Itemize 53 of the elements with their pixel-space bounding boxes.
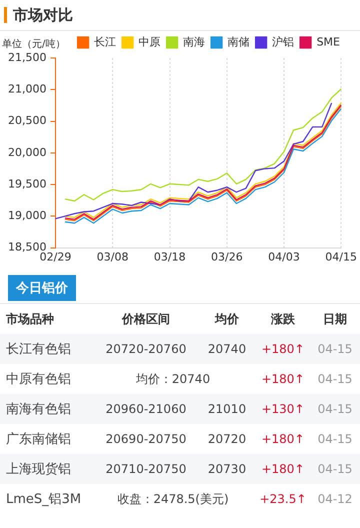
text: +23.5↑	[260, 492, 306, 506]
x-tick-label: 03/26	[211, 250, 243, 264]
category-label: 涨跌	[270, 310, 296, 328]
text: 20730	[208, 462, 246, 476]
text: 20690-20750	[106, 432, 186, 446]
text: +180↑	[261, 342, 304, 356]
text: 20960-21060	[106, 402, 186, 416]
x-tick-label: 04/15	[325, 250, 357, 264]
category-label: LmeS_铝3M	[6, 492, 82, 507]
text: 20740	[208, 342, 246, 356]
legend-label: 南储	[228, 35, 250, 48]
y-tick-label: 20,500	[8, 114, 46, 128]
text: 均价：20740	[136, 372, 210, 386]
legend-label: 沪铝	[272, 35, 294, 48]
y-tick-label: 21,500	[8, 50, 46, 64]
category-label: 日期	[322, 310, 348, 328]
category-label: 价格区间	[120, 310, 171, 328]
text: 21010	[208, 402, 246, 416]
chart-title: 市场对比	[13, 6, 73, 24]
category-label: 上海现货铝	[6, 462, 71, 477]
text: 04-15	[318, 432, 352, 446]
x-tick-label: 03/18	[154, 250, 186, 264]
x-tick-label: 04/03	[268, 250, 300, 264]
category-label: 长江有色铝	[6, 342, 71, 357]
category-label: 广东南储铝	[6, 432, 71, 447]
y-tick-label: 21,000	[8, 82, 46, 96]
text: 收盘：2478.5(美元)	[117, 492, 229, 506]
category-label: 南海有色铝	[6, 402, 71, 417]
legend-label: 南海	[183, 35, 206, 48]
legend-label: 中原	[138, 35, 161, 48]
y-tick-label: 20,000	[8, 146, 46, 159]
text: 04-15	[318, 342, 352, 356]
text: 20720	[208, 432, 246, 446]
y-axis-title: 单位（元/吨）	[2, 38, 66, 51]
x-tick-label: 03/08	[96, 250, 128, 264]
text: 04-15	[318, 462, 352, 476]
text: 20710-20750	[106, 462, 186, 476]
text: +180↑	[261, 372, 304, 386]
y-tick-label: 19,500	[8, 177, 46, 190]
legend-label: SME	[316, 35, 340, 48]
text: 04-12	[318, 492, 352, 506]
text: 今日铝价	[8, 275, 76, 301]
text: 04-15	[318, 402, 352, 416]
category-label: 中原有色铝	[6, 372, 71, 387]
text: +180↑	[261, 462, 304, 476]
text: +130↑	[261, 402, 304, 416]
category-label: 均价	[214, 310, 240, 328]
text: 04-15	[318, 372, 352, 386]
text: 20720-20760	[106, 342, 186, 356]
category-label: 市场品种	[6, 310, 55, 328]
legend-label: 长江	[94, 35, 116, 48]
text: +180↑	[261, 432, 304, 446]
y-tick-label: 19,000	[8, 209, 46, 222]
